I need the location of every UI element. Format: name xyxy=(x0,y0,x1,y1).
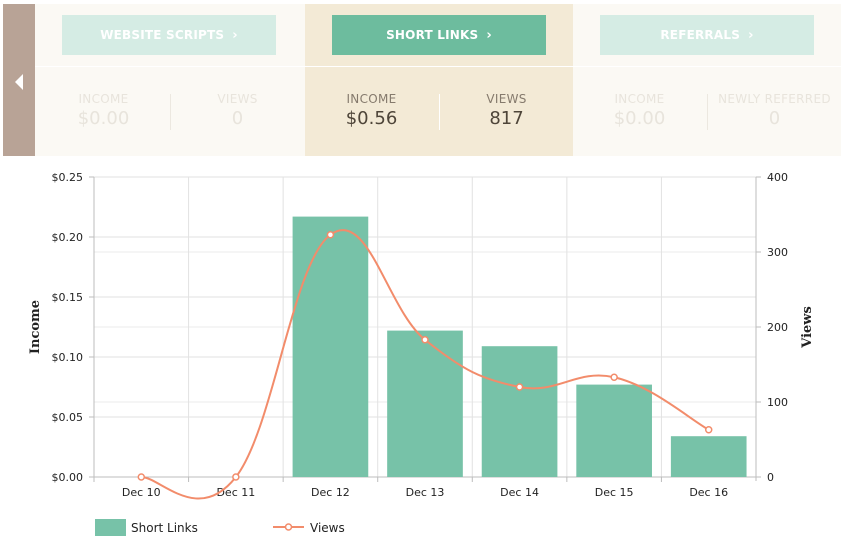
y-tick-label: $0.00 xyxy=(52,471,84,484)
y-tick-label: $0.10 xyxy=(52,351,84,364)
tab-website-scripts[interactable]: WEBSITE SCRIPTS › xyxy=(62,15,276,55)
line-point xyxy=(515,383,524,391)
metric-value: $0.56 xyxy=(345,108,398,129)
legend-swatch-marker xyxy=(284,523,293,531)
y2-tick-label: 100 xyxy=(767,396,788,409)
line-point xyxy=(704,426,713,434)
tab-label: REFERRALS xyxy=(660,28,741,42)
y2-tick-label: 0 xyxy=(767,471,774,484)
divider xyxy=(707,94,708,130)
metric-income: INCOME $0.00 xyxy=(37,92,170,129)
metric-value: 0 xyxy=(768,108,781,129)
metric-label: VIEWS xyxy=(486,92,527,106)
metric-label: INCOME xyxy=(78,92,129,106)
chart-svg: $0.00 $0.05 $0.10 $0.15 $0.20 $0.25 0 100 200 300… xyxy=(28,171,815,536)
legend-swatch-bar xyxy=(95,519,126,536)
y-tick-label: $0.05 xyxy=(52,411,84,424)
metric-value: 0 xyxy=(231,108,244,129)
chevron-right-icon: › xyxy=(748,27,754,43)
legend-label: Short Links xyxy=(131,521,198,535)
divider xyxy=(305,66,573,67)
metric-label: INCOME xyxy=(614,92,665,106)
metric-views: VIEWS 817 xyxy=(440,92,573,129)
metric-income: INCOME $0.56 xyxy=(305,92,438,129)
line-point xyxy=(610,373,618,381)
x-tick-label: Dec 13 xyxy=(406,486,445,499)
y2-tick-label: 400 xyxy=(767,171,788,184)
divider xyxy=(35,66,305,67)
divider xyxy=(170,94,171,130)
bar xyxy=(387,330,463,477)
line-point xyxy=(232,473,240,481)
x-tick-label: Dec 10 xyxy=(122,486,161,499)
bar xyxy=(576,384,652,477)
divider xyxy=(573,66,841,67)
tab-short-links[interactable]: SHORT LINKS › xyxy=(332,15,546,55)
triangle-left-icon xyxy=(15,74,23,90)
y2-tick-label: 200 xyxy=(767,321,788,334)
y-tick-label: $0.15 xyxy=(52,291,84,304)
chevron-right-icon: › xyxy=(232,27,238,43)
metric-income: INCOME $0.00 xyxy=(573,92,706,129)
tab-label: WEBSITE SCRIPTS xyxy=(100,28,225,42)
line-point xyxy=(137,473,146,481)
metric-value: 817 xyxy=(489,108,524,129)
stats-bar: WEBSITE SCRIPTS › INCOME $0.00 VIEWS 0 S… xyxy=(0,0,844,156)
metric-newly-referred: NEWLY REFERRED 0 xyxy=(708,92,841,129)
prev-button[interactable] xyxy=(3,4,35,156)
metric-value: $0.00 xyxy=(613,108,666,129)
x-tick-label: Dec 16 xyxy=(689,486,728,499)
y-tick-label: $0.20 xyxy=(52,231,84,244)
y-axis-title: Income xyxy=(28,300,43,354)
metric-views: VIEWS 0 xyxy=(171,92,304,129)
divider xyxy=(439,94,440,130)
y2-axis-title: Views xyxy=(800,306,815,349)
y2-tick-label: 300 xyxy=(767,246,788,259)
panel-referrals: REFERRALS › INCOME $0.00 NEWLY REFERRED … xyxy=(573,4,841,156)
metric-value: $0.00 xyxy=(77,108,130,129)
tab-label: SHORT LINKS xyxy=(386,28,479,42)
bar xyxy=(670,436,747,477)
y-tick-label: $0.25 xyxy=(52,171,84,184)
line-point xyxy=(421,336,429,344)
x-tick-label: Dec 12 xyxy=(311,486,350,499)
x-tick-label: Dec 15 xyxy=(595,486,634,499)
line-point xyxy=(326,231,335,239)
metric-label: INCOME xyxy=(346,92,397,106)
metric-label: NEWLY REFERRED xyxy=(718,92,831,106)
panel-website-scripts: WEBSITE SCRIPTS › INCOME $0.00 VIEWS 0 xyxy=(35,4,305,156)
chevron-right-icon: › xyxy=(486,27,492,43)
panel-short-links: SHORT LINKS › INCOME $0.56 VIEWS 817 xyxy=(305,4,573,156)
metric-label: VIEWS xyxy=(217,92,258,106)
x-tick-label: Dec 14 xyxy=(500,486,539,499)
tab-referrals[interactable]: REFERRALS › xyxy=(600,15,814,55)
x-tick-label: Dec 11 xyxy=(216,486,255,499)
bar xyxy=(292,216,369,477)
legend-label: Views xyxy=(310,521,345,535)
income-views-chart: $0.00 $0.05 $0.10 $0.15 $0.20 $0.25 0 100 200 300… xyxy=(0,156,844,547)
bar xyxy=(481,346,558,477)
